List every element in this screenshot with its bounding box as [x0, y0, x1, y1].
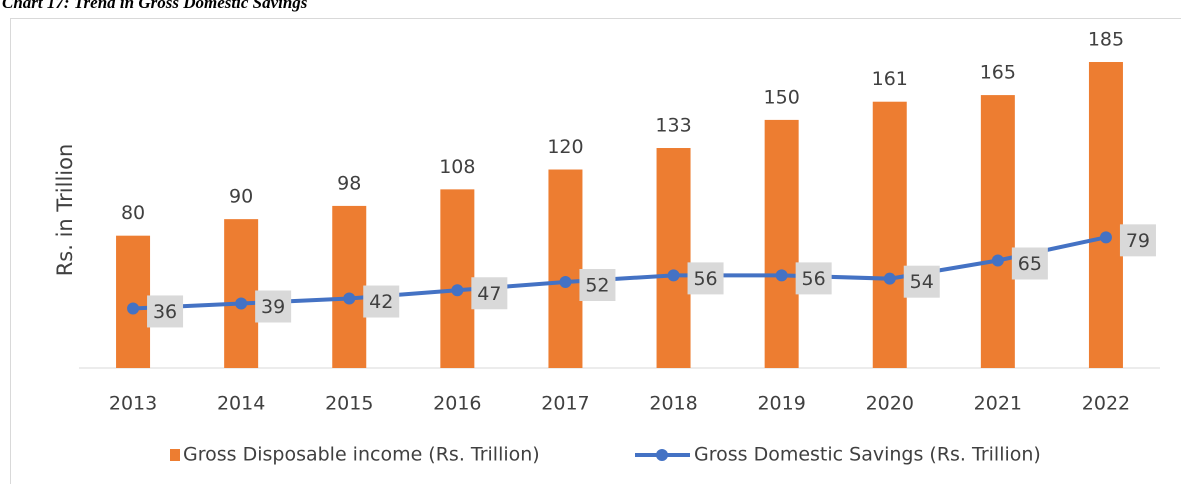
data-label: 79: [1126, 230, 1150, 252]
data-label-box: [147, 295, 184, 328]
data-label: 42: [369, 291, 393, 313]
data-label: 133: [655, 115, 691, 137]
bar: [224, 219, 259, 368]
bar: [1088, 62, 1123, 368]
x-tick-label: 2016: [433, 393, 481, 415]
data-label: 161: [872, 68, 908, 90]
x-tick-label: 2022: [1082, 393, 1130, 415]
legend-swatch: [656, 449, 668, 461]
data-label-box: [1119, 224, 1156, 257]
bar: [656, 148, 691, 368]
data-label-box: [687, 262, 724, 295]
legend-label: Gross Domestic Savings (Rs. Trillion): [694, 444, 1041, 466]
x-tick-label: 2021: [974, 393, 1022, 415]
point: [559, 275, 572, 288]
data-label-box: [471, 277, 508, 310]
point: [127, 302, 140, 315]
point: [235, 297, 248, 310]
point: [775, 269, 788, 282]
bar: [872, 101, 907, 369]
data-label-box: [255, 290, 292, 323]
data-label: 56: [802, 268, 826, 290]
data-label: 39: [261, 296, 285, 318]
data-label-box: [795, 262, 832, 295]
bar: [332, 205, 367, 368]
data-label: 47: [477, 283, 501, 305]
bar: [764, 119, 799, 369]
line: [132, 235, 1107, 311]
bar: [980, 95, 1015, 368]
point: [343, 292, 356, 305]
data-label: 52: [585, 274, 609, 296]
bar: [548, 169, 583, 368]
data-label: 150: [764, 86, 800, 108]
data-label: 54: [910, 271, 934, 293]
data-label: 185: [1088, 29, 1124, 51]
data-label-box: [1011, 247, 1048, 280]
data-label: 165: [980, 62, 1016, 84]
data-label: 65: [1018, 253, 1042, 275]
x-tick-label: 2019: [757, 393, 805, 415]
point: [451, 284, 464, 297]
legend-label: Gross Disposable income (Rs. Trillion): [183, 444, 540, 466]
bar: [116, 235, 151, 368]
point: [1099, 231, 1112, 244]
x-tick-label: 2020: [866, 393, 914, 415]
y-axis-label: Rs. in Trillion: [53, 144, 77, 277]
x-tick-label: 2014: [217, 393, 265, 415]
x-tick-label: 2013: [109, 393, 157, 415]
data-label-box: [579, 268, 616, 301]
x-tick-label: 2018: [649, 393, 697, 415]
point: [883, 272, 896, 285]
legend-swatch: [170, 449, 180, 461]
x-tick-label: 2015: [325, 393, 373, 415]
point: [991, 254, 1004, 267]
chart-title: Chart 17: Trend in Gross Domestic Saving…: [2, 0, 308, 12]
data-label: 98: [337, 172, 361, 194]
data-label: 80: [121, 202, 145, 224]
chart-border: [10, 18, 1181, 484]
point: [667, 269, 680, 282]
data-label: 90: [229, 186, 253, 208]
data-label: 108: [439, 156, 475, 178]
data-label: 36: [153, 301, 177, 323]
data-label-box: [363, 285, 400, 318]
data-label: 56: [693, 268, 717, 290]
x-tick-label: 2017: [541, 393, 589, 415]
data-label-box: [903, 265, 940, 298]
bar: [440, 189, 475, 368]
data-label: 120: [547, 136, 583, 158]
